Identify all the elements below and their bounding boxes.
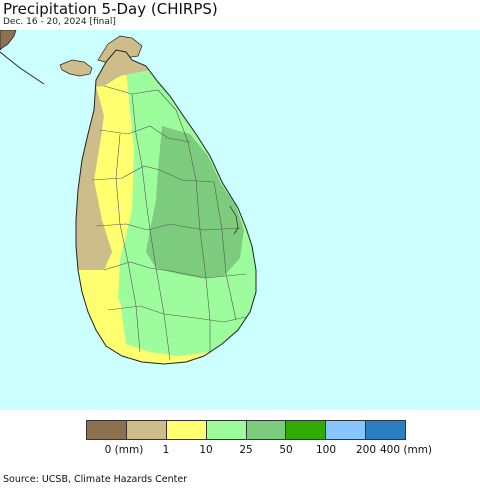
mannar-island — [59, 59, 93, 77]
map-title: Precipitation 5-Day (CHIRPS) — [3, 0, 218, 18]
district-boundaries — [91, 85, 251, 361]
legend-tick-6: 200 — [355, 444, 377, 456]
legend-tick-7: 400 (mm) — [379, 444, 433, 456]
legend-tick-1: 1 — [162, 444, 170, 456]
legend-tick-0: 0 (mm) — [104, 444, 144, 456]
legend-swatch-4 — [246, 421, 287, 439]
source-credit: Source: UCSB, Climate Hazards Center — [3, 474, 188, 485]
legend-tick-4: 50 — [279, 444, 293, 456]
legend-swatch-6 — [326, 421, 367, 439]
legend-tick-5: 100 — [315, 444, 337, 456]
legend-swatch-2 — [166, 421, 207, 439]
legend-swatch-7 — [366, 421, 405, 439]
batticaloa-lagoon — [229, 205, 239, 235]
legend-tick-2: 10 — [199, 444, 213, 456]
india-landmass — [0, 30, 17, 51]
map-subtitle: Dec. 16 - 20, 2024 [final] — [3, 17, 116, 27]
legend-swatch-1 — [126, 421, 167, 439]
legend-swatch-3 — [206, 421, 247, 439]
india-coastline — [0, 51, 45, 85]
legend-swatch-5 — [286, 421, 327, 439]
legend-tick-3: 25 — [239, 444, 253, 456]
legend-swatch-0 — [87, 421, 127, 439]
legend-colorbar — [86, 420, 406, 440]
precipitation-map — [0, 30, 480, 410]
map-svg — [0, 30, 480, 410]
